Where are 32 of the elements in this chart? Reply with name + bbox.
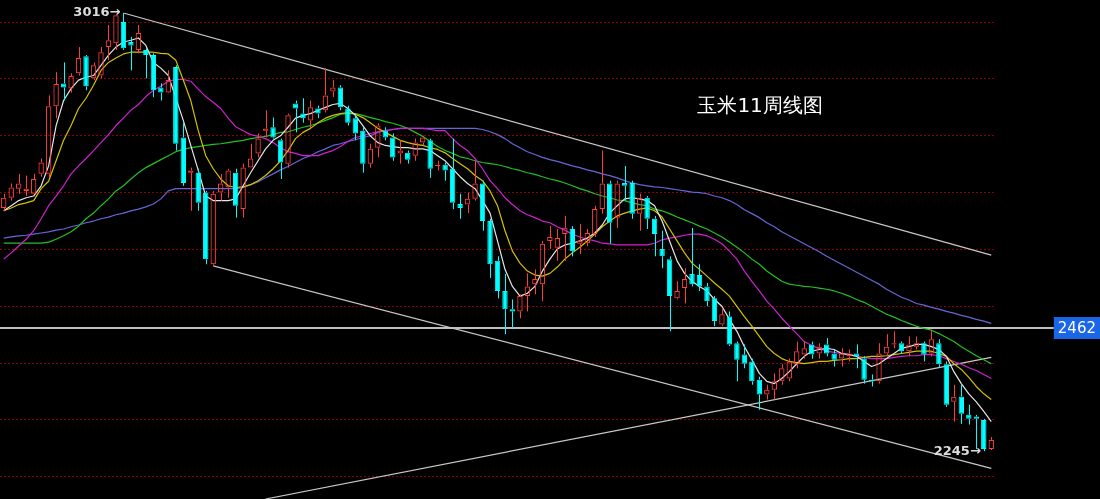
candlestick bbox=[360, 126, 366, 174]
candlestick bbox=[943, 360, 950, 408]
candlestick bbox=[711, 295, 718, 327]
ref-line-label: 2462 bbox=[1057, 318, 1097, 337]
text: 玉米11周线图 bbox=[697, 92, 823, 117]
candlestick bbox=[861, 355, 867, 385]
annotation: 3016→ bbox=[73, 4, 121, 20]
candlestick bbox=[644, 195, 650, 230]
candlestick bbox=[180, 122, 186, 187]
candlestick bbox=[405, 150, 411, 165]
candlestick bbox=[83, 56, 89, 91]
candlestick bbox=[734, 341, 740, 382]
candlestick bbox=[831, 349, 837, 368]
candlestick bbox=[749, 358, 755, 386]
candlestick bbox=[853, 343, 860, 369]
candlestick bbox=[173, 64, 179, 152]
candlestick bbox=[936, 338, 942, 369]
candlestick bbox=[487, 218, 493, 279]
candlestick bbox=[966, 404, 972, 426]
candlestick bbox=[352, 114, 359, 141]
candlestick bbox=[502, 273, 508, 335]
candlestick bbox=[659, 230, 665, 269]
candlestick bbox=[629, 180, 635, 220]
candlestick bbox=[158, 82, 164, 102]
candlestick bbox=[143, 47, 149, 79]
candlestick bbox=[270, 117, 276, 138]
candlestick bbox=[689, 227, 695, 287]
annotation: 2245→ bbox=[933, 442, 981, 458]
candlestick bbox=[457, 193, 463, 220]
candlestick bbox=[621, 165, 628, 202]
candlestick bbox=[442, 162, 448, 182]
candlestick bbox=[427, 138, 433, 179]
